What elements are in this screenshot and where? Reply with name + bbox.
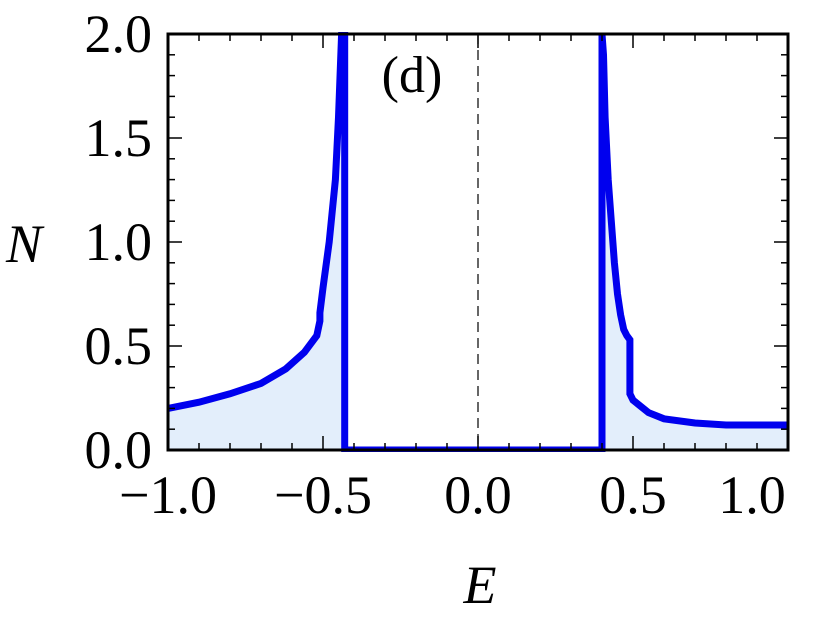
x-tick-label: −0.5 [274,465,372,525]
y-tick-label: 0.0 [85,420,153,480]
x-tick-label: −1.0 [119,465,217,525]
x-tick-label: 0.5 [599,465,667,525]
panel-label: (d) [382,47,443,104]
y-axis-label: N [5,214,45,274]
y-tick-label: 1.5 [85,108,153,168]
tick-labels: −1.0 −0.5 0.0 0.5 1.0 0.0 0.5 1.0 1.5 2.0 [85,4,786,525]
y-tick-label: 0.5 [85,316,153,376]
dos-fill-layer [168,34,788,450]
dos-line-layer [168,32,788,452]
y-tick-label: 1.0 [85,212,153,272]
tick-marks [167,33,789,451]
x-axis-label: E [463,555,497,615]
x-tick-label: 1.0 [718,465,786,525]
y-tick-label: 2.0 [85,4,153,64]
dos-series-line [168,32,788,452]
dos-fill-area [168,34,788,450]
x-tick-label: 0.0 [444,465,512,525]
